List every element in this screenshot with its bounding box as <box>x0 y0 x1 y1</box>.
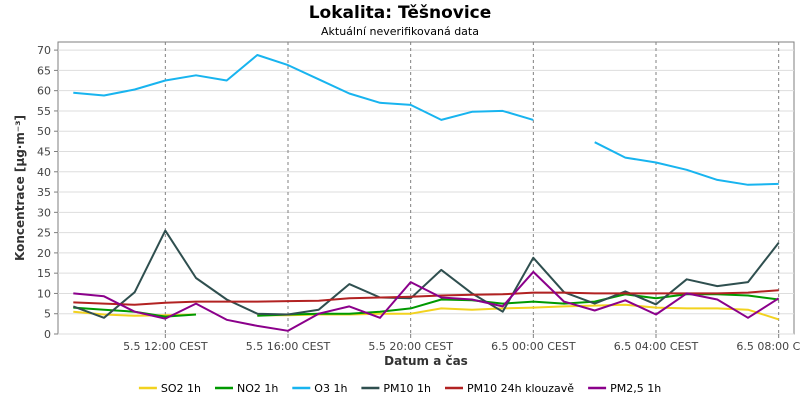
y-tick-label: 35 <box>37 186 51 199</box>
chart-title: Lokalita: Těšnovice <box>309 3 492 23</box>
legend-item-so2-1h: SO2 1h <box>138 382 201 395</box>
y-tick-label: 30 <box>37 206 51 219</box>
chart-subtitle: Aktuální neverifikovaná data <box>321 25 479 38</box>
x-tick-label: 6.5 00:00 CEST <box>491 340 576 353</box>
legend-label: PM10 1h <box>383 382 431 395</box>
y-tick-label: 15 <box>37 267 51 280</box>
y-tick-label: 70 <box>37 44 51 57</box>
legend-label: O3 1h <box>314 382 347 395</box>
x-tick-label: 5.5 16:00 CEST <box>246 340 331 353</box>
y-tick-label: 10 <box>37 287 51 300</box>
series-line-pm2-5-1h <box>73 270 780 332</box>
y-tick-label: 55 <box>37 105 51 118</box>
legend-label: NO2 1h <box>237 382 278 395</box>
series-group <box>72 54 780 332</box>
y-tick-label: 45 <box>37 146 51 159</box>
y-tick-label: 25 <box>37 227 51 240</box>
legend-item-pm2-5-1h: PM2,5 1h <box>588 382 661 395</box>
series-line-pm10-1h <box>72 229 780 319</box>
y-tick-label: 65 <box>37 64 51 77</box>
y-tick-label: 0 <box>44 328 51 341</box>
legend-item-o3-1h: O3 1h <box>292 382 347 395</box>
series-line-o3-1h <box>73 54 534 121</box>
x-tick-label: 6.5 04:00 CEST <box>614 340 699 353</box>
x-tick-label: 5.5 20:00 CEST <box>368 340 453 353</box>
y-tick-label: 20 <box>37 247 51 260</box>
y-axis-title: Koncentrace [µg·m⁻³] <box>13 115 27 261</box>
series-line-pm10-24h-klouzav <box>73 289 779 306</box>
y-tick-label: 50 <box>37 125 51 138</box>
legend-label: PM10 24h klouzavě <box>467 382 574 395</box>
y-tick-label: 5 <box>44 308 51 321</box>
y-axis-ticks: 0 5 10 15 20 25 30 35 40 45 50 55 60 65 70 <box>37 44 58 341</box>
legend-item-pm10-24h-klouzav: PM10 24h klouzavě <box>445 382 574 395</box>
y-tick-label: 40 <box>37 166 51 179</box>
x-tick-label: 5.5 12:00 CEST <box>123 340 208 353</box>
y-tick-label: 60 <box>37 85 51 98</box>
legend-label: PM2,5 1h <box>610 382 661 395</box>
legend-label: SO2 1h <box>161 382 201 395</box>
legend-item-no2-1h: NO2 1h <box>215 382 278 395</box>
legend-item-pm10-1h: PM10 1h <box>361 382 431 395</box>
grid <box>58 42 794 335</box>
x-axis-ticks: 5.5 12:00 CEST 5.5 16:00 CEST 5.5 20:00 CE… <box>123 334 800 353</box>
series-line-o3-1h <box>594 141 779 186</box>
x-tick-label: 6.5 08:00 CEST <box>736 340 800 353</box>
legend: SO2 1h NO2 1h O3 1h PM10 1h PM10 24h klouzav… <box>138 382 661 395</box>
x-axis-title: Datum a čas <box>384 354 468 368</box>
